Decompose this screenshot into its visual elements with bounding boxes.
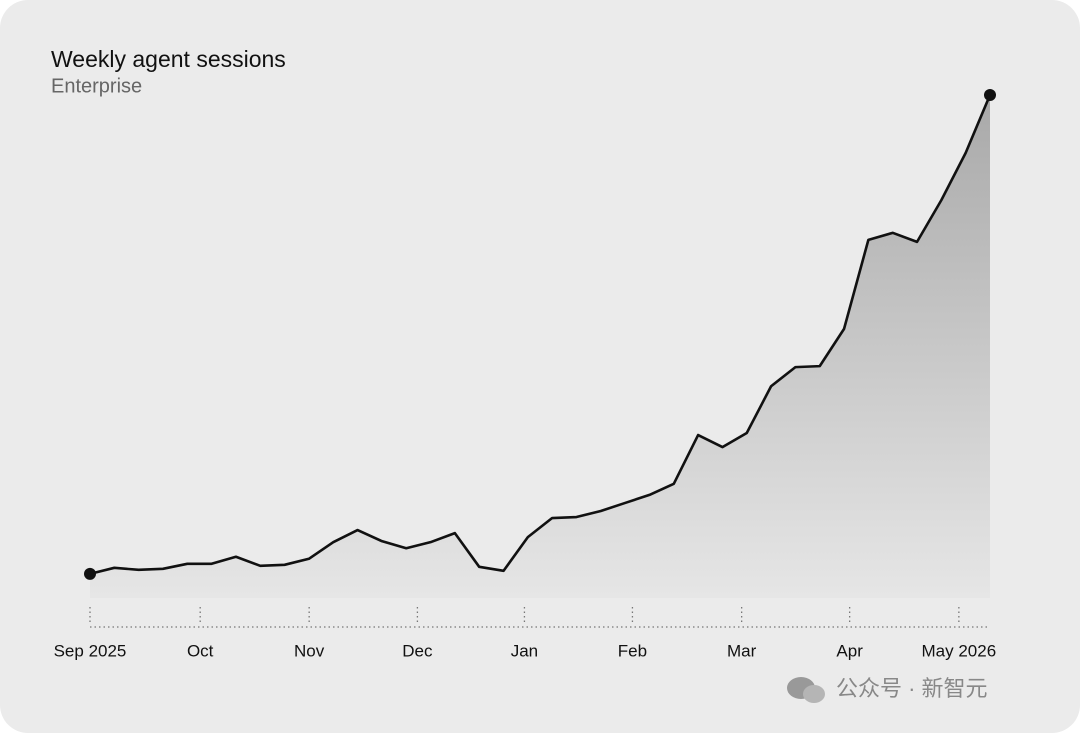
x-tick-label: Feb <box>618 641 647 660</box>
x-tick-label: Apr <box>836 641 863 660</box>
line <box>89 94 992 576</box>
area-fill <box>90 95 990 598</box>
end-point <box>84 567 96 580</box>
chart-title: Weekly agent sessions <box>51 46 286 72</box>
x-tick-label: Oct <box>187 641 214 660</box>
watermark-icon <box>787 677 825 703</box>
x-tick-label: May 2026 <box>922 641 997 660</box>
end-point <box>984 89 996 101</box>
watermark: 公众号 · 新智元 <box>836 676 988 701</box>
chart-subtitle: Enterprise <box>51 75 142 97</box>
x-tick-label: Dec <box>402 641 433 660</box>
x-tick-label: Mar <box>727 641 757 660</box>
x-tick-label: Nov <box>294 641 325 660</box>
x-tick-label: Jan <box>511 641 538 660</box>
x-tick-label: Sep 2025 <box>54 641 127 660</box>
